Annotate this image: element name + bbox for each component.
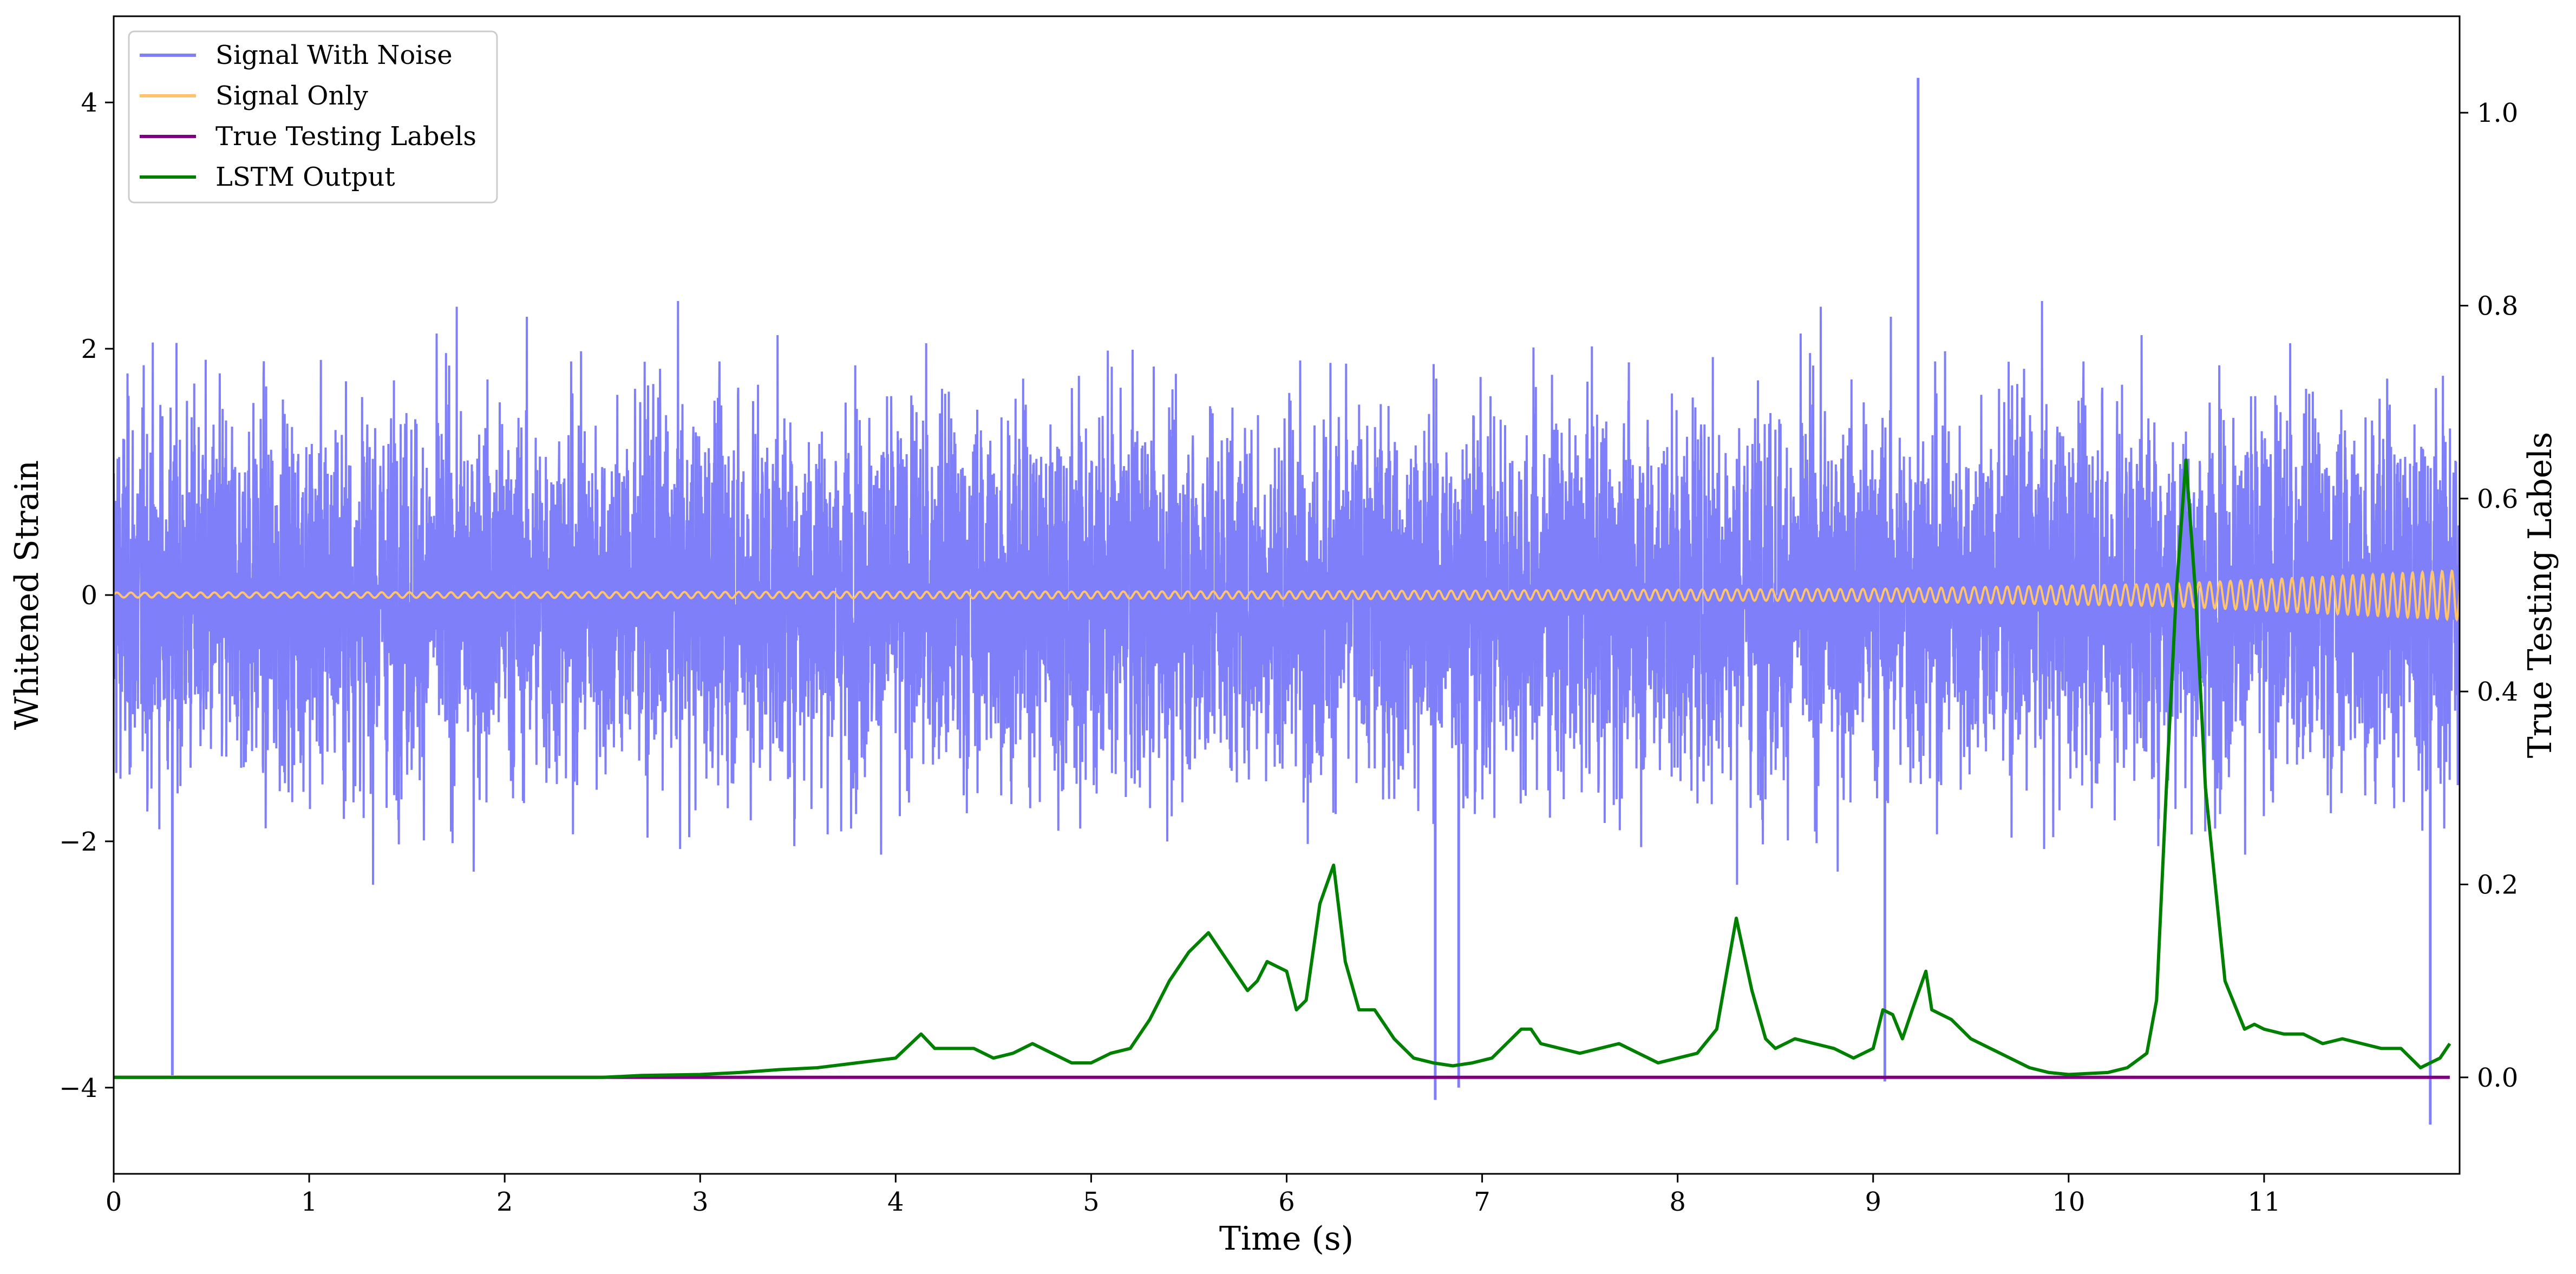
x-tick-label: 5 — [1083, 1187, 1100, 1217]
x-tick-label: 11 — [2247, 1187, 2280, 1217]
legend-label: True Testing Labels — [215, 121, 476, 152]
x-tick-label: 7 — [1474, 1187, 1490, 1217]
x-tick-label: 1 — [301, 1187, 318, 1217]
y2-tick-label: 0.4 — [2477, 677, 2518, 707]
y-tick-label: −2 — [59, 827, 97, 857]
y-axis-right: 0.0 0.2 0.4 0.6 0.8 1.0 — [2460, 98, 2518, 1093]
plot-area — [114, 77, 2460, 1125]
legend-label: LSTM Output — [215, 162, 395, 192]
x-tick-label: 8 — [1669, 1187, 1686, 1217]
y2-tick-label: 0.0 — [2477, 1063, 2518, 1093]
y-tick-label: 4 — [81, 88, 97, 118]
x-axis-label: Time (s) — [1219, 1220, 1354, 1258]
legend-entry: True Testing Labels — [140, 121, 476, 152]
legend-entry: Signal With Noise — [140, 40, 453, 70]
noise-series — [114, 77, 2460, 1125]
signal-only-series — [114, 569, 2460, 622]
y-axis-left: −4 −2 0 2 4 — [59, 88, 114, 1103]
x-tick-label: 6 — [1278, 1187, 1295, 1217]
legend-label: Signal Only — [215, 81, 368, 111]
y2-tick-label: 0.2 — [2477, 870, 2518, 900]
x-tick-label: 10 — [2052, 1187, 2085, 1217]
y-axis-label: Whitened Strain — [8, 460, 46, 730]
noise-trace — [114, 300, 2460, 885]
x-tick-label: 4 — [887, 1187, 904, 1217]
y2-tick-label: 0.8 — [2477, 291, 2518, 322]
y2-axis-label: True Testing Labels — [2521, 432, 2559, 759]
y2-tick-label: 1.0 — [2477, 98, 2518, 128]
x-tick-label: 9 — [1865, 1187, 1881, 1217]
y-tick-label: 0 — [81, 580, 97, 611]
legend-box — [128, 30, 498, 204]
x-tick-label: 3 — [692, 1187, 709, 1217]
legend: Signal With Noise Signal Only True Testi… — [128, 30, 498, 204]
legend-label: Signal With Noise — [215, 40, 453, 70]
legend-entry: LSTM Output — [140, 162, 395, 192]
legend-entry: Signal Only — [140, 81, 368, 111]
y-tick-label: 2 — [81, 334, 97, 364]
y-tick-label: −4 — [59, 1073, 97, 1103]
x-tick-label: 0 — [106, 1187, 122, 1217]
lstm-output-series — [114, 458, 2451, 1079]
x-axis: 0 1 2 3 4 5 6 7 8 9 10 11 — [106, 1174, 2280, 1217]
y2-tick-label: 0.6 — [2477, 484, 2518, 514]
x-tick-label: 2 — [496, 1187, 513, 1217]
